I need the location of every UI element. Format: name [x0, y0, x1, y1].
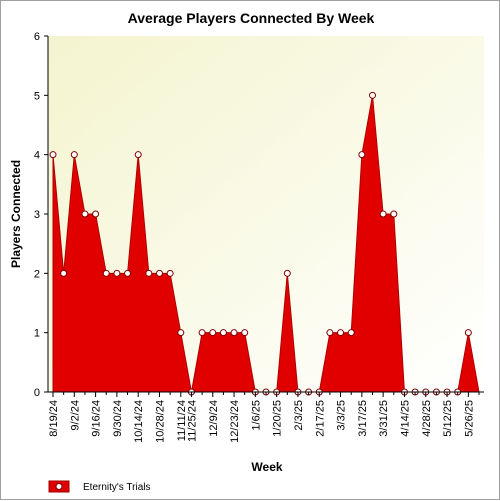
- data-point-marker: [326, 329, 334, 337]
- data-point-marker: [347, 329, 355, 337]
- data-point-marker: [156, 269, 163, 277]
- legend-marker: [55, 483, 63, 490]
- x-tick-label: 1/6/25: [250, 400, 262, 431]
- y-tick-label: 3: [34, 209, 40, 221]
- data-point-marker: [166, 269, 174, 277]
- data-point-marker: [81, 210, 89, 218]
- x-tick-label: 12/9/24: [208, 400, 220, 437]
- data-point-marker: [113, 269, 121, 277]
- x-tick-label: 4/14/25: [399, 400, 411, 437]
- chart-title: Average Players Connected By Week: [128, 10, 375, 26]
- data-point-marker: [60, 269, 68, 277]
- y-tick-label: 4: [34, 150, 40, 162]
- x-tick-label: 8/19/24: [48, 400, 60, 437]
- data-point-marker: [124, 269, 132, 277]
- x-tick-label: 9/30/24: [112, 400, 124, 437]
- data-point-marker: [230, 329, 238, 337]
- y-tick-label: 5: [34, 90, 40, 102]
- x-tick-layer: 8/19/24 9/2/24 9/16/24 9/30/24 10/14/24 10/28…: [48, 392, 480, 443]
- data-point-marker: [198, 329, 206, 337]
- data-point-marker: [145, 269, 153, 277]
- data-point-marker: [49, 151, 57, 159]
- data-point-marker: [92, 210, 100, 218]
- data-point-marker: [379, 210, 387, 218]
- data-point-marker: [177, 329, 185, 337]
- x-tick-label: 5/26/25: [463, 400, 475, 437]
- data-point-marker: [209, 329, 217, 337]
- data-point-marker: [219, 329, 227, 337]
- data-point-marker: [241, 329, 249, 337]
- data-point-marker: [283, 269, 291, 277]
- legend-label: Eternity's Trials: [83, 482, 150, 493]
- x-tick-label: 2/17/25: [314, 400, 326, 437]
- y-axis-title: Players Connected: [9, 160, 23, 268]
- x-tick-label: 10/28/24: [155, 400, 167, 443]
- x-tick-label: 1/20/25: [272, 400, 284, 437]
- data-point-marker: [390, 210, 398, 218]
- x-tick-label: 11/11/24: [176, 400, 188, 441]
- data-point-marker: [102, 269, 110, 277]
- data-point-marker: [134, 151, 142, 159]
- data-point-marker: [464, 329, 472, 337]
- data-point-marker: [358, 151, 366, 159]
- x-tick-label: 10/14/24: [133, 400, 145, 443]
- data-point-marker: [337, 329, 345, 337]
- y-tick-label: 6: [34, 31, 40, 43]
- y-tick-label: 2: [34, 268, 40, 280]
- x-tick-label: 3/17/25: [357, 400, 369, 437]
- x-axis-title: Week: [251, 460, 282, 474]
- x-tick-label: 9/2/24: [69, 400, 81, 431]
- x-tick-label: 9/16/24: [91, 400, 103, 437]
- x-tick-label: 3/31/25: [378, 400, 390, 437]
- legend: Eternity's Trials: [48, 480, 150, 493]
- y-tick-label: 0: [34, 387, 40, 399]
- x-tick-label: 3/3/25: [336, 400, 348, 431]
- x-tick-label: 12/23/24: [229, 400, 241, 443]
- x-tick-label: 5/12/25: [442, 400, 454, 437]
- x-tick-label: 2/3/25: [293, 400, 305, 431]
- x-tick-label: 11/25/24: [186, 400, 198, 442]
- data-point-marker: [369, 91, 376, 99]
- y-tick-label: 1: [34, 328, 40, 340]
- data-point-marker: [70, 151, 78, 159]
- y-tick-layer: 0 1 2 3 4 5 6: [34, 31, 48, 399]
- x-tick-label: 4/28/25: [421, 400, 433, 437]
